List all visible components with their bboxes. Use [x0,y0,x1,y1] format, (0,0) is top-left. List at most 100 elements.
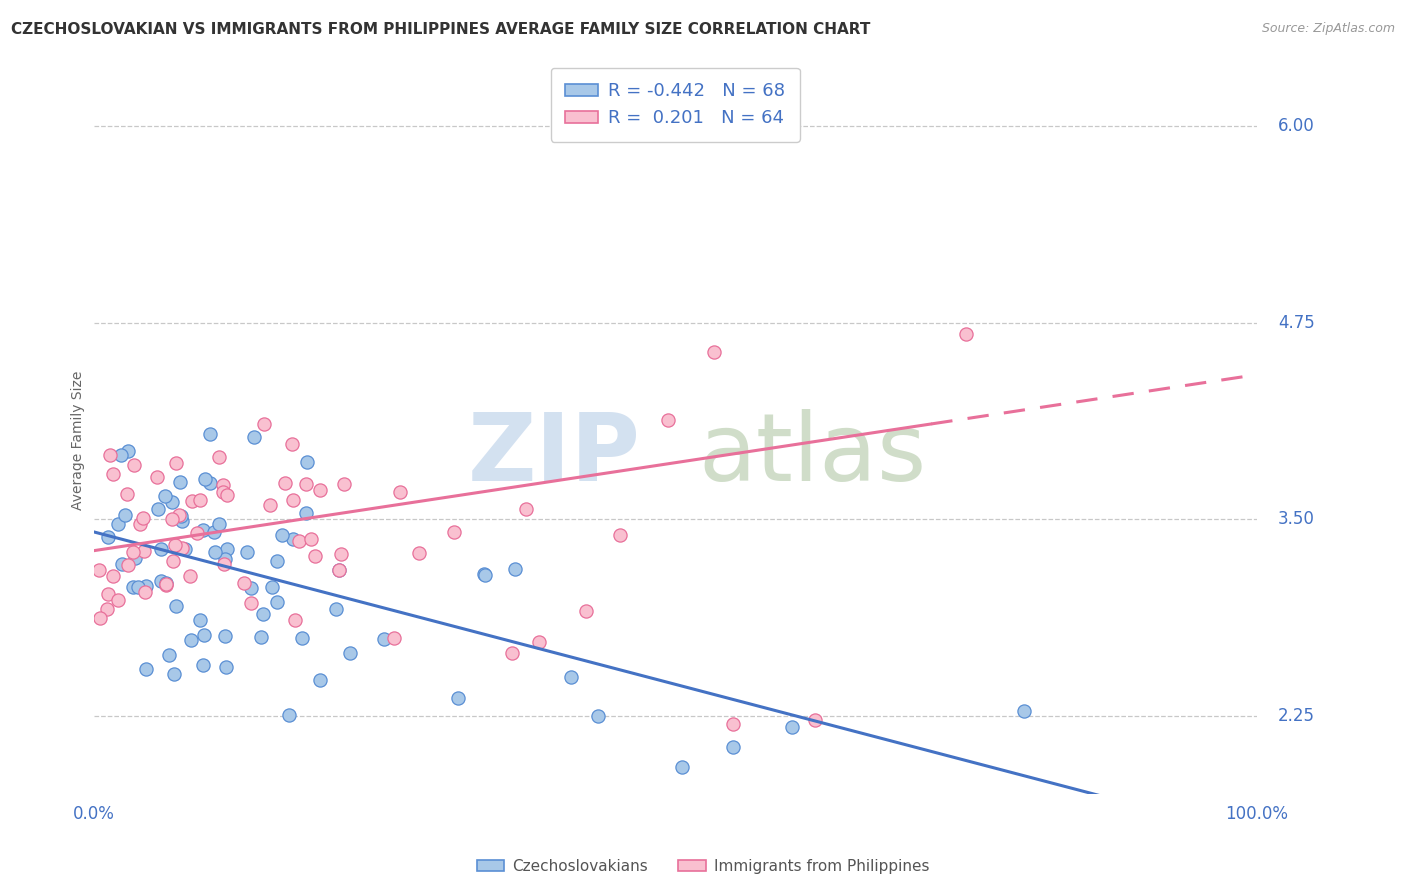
Text: CZECHOSLOVAKIAN VS IMMIGRANTS FROM PHILIPPINES AVERAGE FAMILY SIZE CORRELATION C: CZECHOSLOVAKIAN VS IMMIGRANTS FROM PHILI… [11,22,870,37]
Point [96,601,118,615]
Point [107,593,129,607]
Point [1014,704,1036,718]
Text: atlas: atlas [699,409,927,500]
Point [134,544,156,558]
Point [122,458,145,472]
Point [202,524,225,539]
Point [723,740,745,755]
Point [180,632,202,647]
Point [304,549,326,563]
Point [110,448,132,462]
Point [250,630,273,644]
Point [165,599,187,614]
Point [503,562,526,576]
Point [208,517,231,532]
Point [167,508,190,523]
Point [408,546,430,560]
Point [575,604,598,618]
Point [443,524,465,539]
Point [252,607,274,622]
Point [150,574,173,588]
Point [190,493,212,508]
Point [515,502,537,516]
Point [117,558,139,572]
Point [235,545,257,559]
Point [135,662,157,676]
Point [188,613,211,627]
Point [274,475,297,490]
Point [281,493,304,508]
Point [115,487,138,501]
Point [277,708,299,723]
Point [288,534,311,549]
Point [671,760,693,774]
Point [804,714,827,728]
Point [609,527,631,541]
Point [193,627,215,641]
Point [122,580,145,594]
Point [204,545,226,559]
Point [165,456,187,470]
Point [128,516,150,531]
Point [472,566,495,581]
Point [955,326,977,341]
Point [191,523,214,537]
Point [155,576,177,591]
Point [586,709,609,723]
Point [215,541,238,556]
Point [215,488,238,502]
Point [114,508,136,522]
Point [501,646,523,660]
Point [160,512,183,526]
Point [328,563,350,577]
Point [107,516,129,531]
Point [266,595,288,609]
Y-axis label: Average Family Size: Average Family Size [72,371,86,510]
Point [157,648,180,662]
Point [239,596,262,610]
Point [200,475,222,490]
Point [97,587,120,601]
Point [382,632,405,646]
Point [174,542,197,557]
Point [657,412,679,426]
Point [121,545,143,559]
Point [328,563,350,577]
Point [560,670,582,684]
Point [208,450,231,465]
Point [780,720,803,734]
Point [98,448,121,462]
Point [160,495,183,509]
Point [260,580,283,594]
Point [295,506,318,520]
Point [703,344,725,359]
Point [89,611,111,625]
Text: 3.50: 3.50 [1278,510,1315,528]
Point [155,489,177,503]
Point [149,542,172,557]
Point [163,667,186,681]
Point [232,576,254,591]
Point [299,533,322,547]
Point [212,558,235,572]
Point [389,485,412,500]
Point [181,493,204,508]
Point [200,426,222,441]
Point [284,613,307,627]
Point [253,417,276,431]
Point [309,483,332,498]
Point [211,485,233,500]
Point [155,576,177,591]
Point [281,532,304,546]
Point [162,554,184,568]
Point [332,477,354,491]
Point [87,563,110,577]
Point [186,525,208,540]
Point [191,657,214,672]
Point [146,502,169,516]
Point [309,673,332,687]
Point [135,579,157,593]
Point [447,690,470,705]
Point [145,469,167,483]
Point [259,498,281,512]
